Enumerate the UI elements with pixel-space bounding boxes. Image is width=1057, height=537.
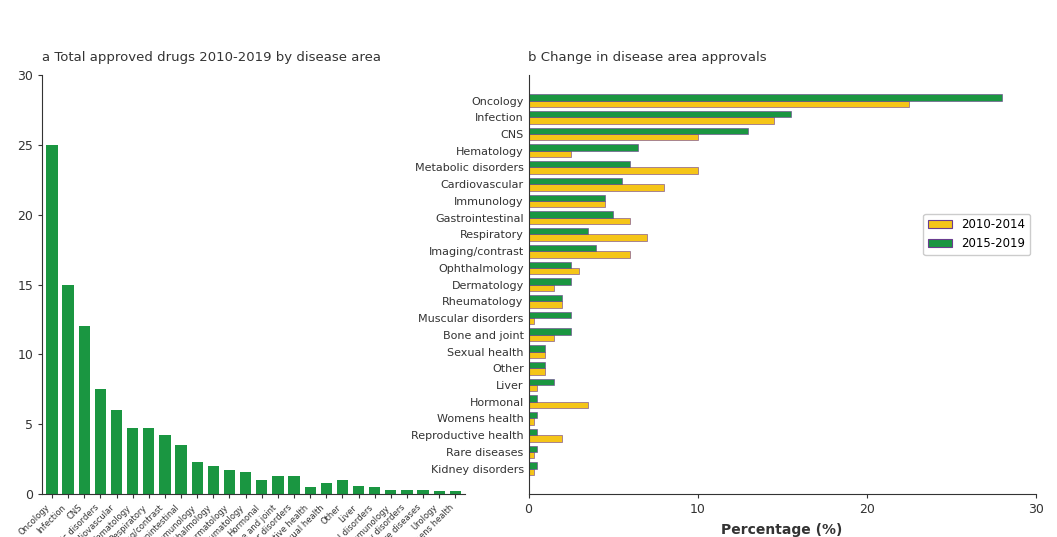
Bar (304, 487, 316, 494)
Bar (175, 445, 187, 494)
Bar (528, 285, 554, 291)
Bar (528, 111, 791, 117)
Bar (528, 94, 1002, 100)
Text: a Total approved drugs 2010-2019 by disease area: a Total approved drugs 2010-2019 by dise… (42, 52, 382, 64)
Bar (528, 462, 537, 469)
Bar (528, 295, 562, 301)
Bar (528, 418, 534, 425)
Bar (528, 395, 537, 402)
Bar (528, 446, 537, 452)
Bar (528, 100, 909, 107)
Bar (528, 161, 630, 168)
Bar (528, 318, 534, 324)
Bar (528, 151, 571, 157)
Bar (143, 429, 154, 494)
Bar (191, 462, 203, 494)
Bar (528, 278, 571, 285)
Bar (528, 335, 554, 341)
Bar (528, 469, 534, 475)
Bar (62, 285, 74, 494)
Bar (528, 345, 545, 352)
Bar (528, 194, 605, 201)
Bar (207, 466, 219, 494)
Bar (385, 490, 396, 494)
Bar (127, 429, 138, 494)
Bar (402, 490, 412, 494)
X-axis label: Percentage (%): Percentage (%) (722, 523, 842, 537)
Bar (528, 435, 562, 441)
Bar (528, 245, 596, 251)
Bar (528, 262, 571, 268)
Bar (160, 436, 170, 494)
Bar (78, 326, 90, 494)
Bar (369, 487, 381, 494)
Bar (528, 452, 534, 458)
Bar (528, 168, 698, 174)
Bar (528, 212, 613, 217)
Bar (528, 368, 545, 375)
Bar (528, 228, 588, 235)
Bar (528, 311, 571, 318)
Bar (353, 485, 365, 494)
Bar (273, 476, 283, 494)
Bar (528, 251, 630, 258)
Bar (47, 145, 58, 494)
Bar (433, 491, 445, 494)
Bar (528, 217, 630, 224)
Bar (528, 362, 545, 368)
Bar (111, 410, 123, 494)
Bar (528, 385, 537, 391)
Bar (528, 178, 622, 184)
Bar (528, 329, 571, 335)
Bar (528, 352, 545, 358)
Bar (320, 483, 332, 494)
Legend: 2010-2014, 2015-2019: 2010-2014, 2015-2019 (924, 214, 1030, 255)
Bar (528, 412, 537, 418)
Bar (528, 128, 748, 134)
Bar (240, 471, 252, 494)
Bar (528, 184, 664, 191)
Bar (95, 389, 106, 494)
Bar (256, 480, 267, 494)
Bar (528, 144, 638, 151)
Bar (528, 235, 647, 241)
Bar (528, 134, 698, 140)
Bar (289, 476, 300, 494)
Bar (528, 379, 554, 385)
Bar (418, 490, 429, 494)
Bar (528, 429, 537, 435)
Bar (528, 117, 774, 124)
Bar (449, 491, 461, 494)
Bar (528, 301, 562, 308)
Bar (528, 402, 588, 408)
Text: b Change in disease area approvals: b Change in disease area approvals (528, 52, 767, 64)
Bar (337, 480, 348, 494)
Bar (528, 268, 579, 274)
Bar (224, 470, 235, 494)
Bar (528, 201, 605, 207)
